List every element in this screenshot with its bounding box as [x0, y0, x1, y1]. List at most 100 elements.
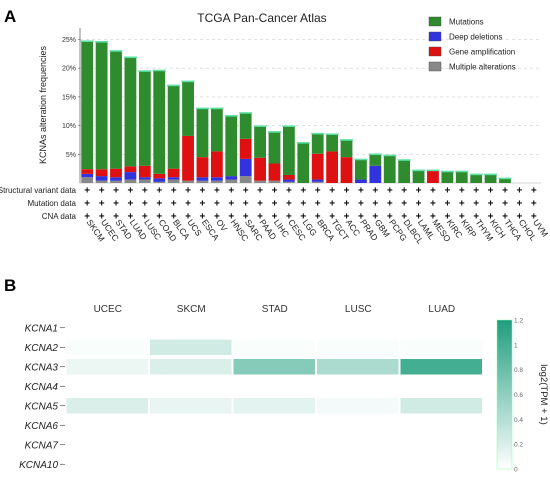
bar-segment-deep-deletions [355, 179, 367, 183]
track-mark: + [156, 186, 162, 197]
bar-segment-mutations [383, 155, 396, 183]
y-tick-label: 5% [66, 152, 76, 159]
track-mark: + [430, 199, 436, 210]
track-mark: + [473, 186, 479, 197]
bar-segment-gene-amplification [239, 138, 252, 159]
bar-top-highlight [195, 107, 209, 110]
track-mark: + [286, 186, 292, 197]
bar-top-highlight [80, 40, 94, 43]
bar-top-highlight [181, 80, 195, 83]
track-mark: + [416, 199, 422, 210]
track-mark: + [142, 186, 148, 197]
panel-a-label: A [4, 7, 16, 26]
track-mark: + [156, 199, 162, 210]
bar-segment-gene-amplification [182, 135, 194, 181]
track-mark: + [99, 212, 105, 223]
track-mark: + [344, 186, 350, 197]
bar-segment-mutations [210, 108, 223, 152]
bar-segment-deep-deletions [138, 177, 151, 180]
bar-segment-gene-amplification [167, 168, 180, 178]
bar-segment-gene-amplification [311, 153, 324, 180]
track-mark: + [286, 199, 292, 210]
track-mark: + [315, 199, 321, 210]
bar-segment-mutations [340, 139, 353, 158]
track-mark: + [171, 186, 177, 197]
bar-segment-multiple-alterations [153, 181, 166, 183]
y-tick-label: 15% [62, 94, 76, 101]
bar-top-highlight [368, 153, 382, 156]
heatmap-column-label: SKCM [177, 304, 206, 315]
bar-segment-multiple-alterations [167, 179, 180, 183]
bar-top-highlight [325, 133, 339, 136]
bar-segment-multiple-alterations [196, 180, 209, 183]
panel-b-label: B [4, 276, 16, 295]
heatmap-cell [317, 398, 399, 414]
bar-segment-multiple-alterations [124, 179, 137, 183]
bar-segment-deep-deletions [282, 179, 295, 182]
track-mark: + [488, 212, 494, 223]
bar-top-highlight [498, 177, 512, 180]
track-mark: + [99, 186, 105, 197]
bar-chart: 5%10%15%20%25%SKCMUCECSTADLUADLUSCCOADBL… [62, 28, 550, 246]
legend-swatch [428, 46, 442, 57]
bar-segment-gene-amplification [196, 157, 209, 178]
bar-segment-mutations [470, 174, 483, 183]
bar-segment-multiple-alterations [110, 180, 122, 183]
bar-segment-multiple-alterations [311, 181, 324, 183]
bar-segment-mutations [138, 71, 151, 166]
legend-label: Gene amplification [449, 48, 515, 57]
colorbar-title: log2(TPM + 1) [538, 364, 549, 424]
track-mark: + [257, 199, 263, 210]
bar-segment-gene-amplification [326, 151, 339, 183]
colorbar-tick-label: 0.2 [514, 442, 523, 449]
track-mark: + [315, 186, 321, 197]
track-mark: + [473, 212, 479, 223]
heatmap-row-label: KCNA4 [25, 382, 59, 393]
colorbar-tick-label: 0.6 [514, 392, 523, 399]
track-mark: + [459, 199, 465, 210]
track-mark: + [387, 212, 393, 223]
legend-label: Mutations [449, 18, 484, 27]
bar-segment-deep-deletions [196, 177, 209, 181]
bar-segment-gene-amplification [340, 157, 353, 183]
bar-top-highlight [311, 132, 325, 135]
bar-segment-mutations [369, 154, 382, 166]
track-mark: + [531, 199, 537, 210]
bar-segment-mutations [326, 134, 339, 152]
bar-segment-gene-amplification [427, 170, 439, 183]
bar-top-highlight [267, 131, 281, 133]
track-mark: + [214, 186, 220, 197]
bar-segment-deep-deletions [311, 179, 324, 182]
track-mark: + [243, 199, 249, 210]
track-mark: + [214, 199, 220, 210]
bar-segment-gene-amplification [124, 166, 137, 173]
heatmap-row-label: KCNA6 [25, 421, 59, 432]
track-mark: + [84, 212, 90, 223]
bar-segment-gene-amplification [138, 165, 151, 178]
track-mark: + [444, 199, 450, 210]
track-mark: + [243, 186, 249, 197]
track-mark: + [372, 186, 378, 197]
heatmap: UCEC SKCM STAD LUSC LUAD KCNA1 KCNA2 KCNA3 KCNA4… [19, 304, 482, 471]
bar-top-highlight [282, 125, 296, 127]
bar-segment-deep-deletions [110, 177, 122, 181]
bar-top-highlight [383, 154, 397, 157]
bar-segment-deep-deletions [225, 176, 238, 180]
bar-top-highlight [340, 139, 354, 141]
track-mark: + [416, 212, 422, 223]
bar-segment-mutations [282, 126, 295, 175]
track-mark: + [128, 199, 134, 210]
track-mark: + [272, 186, 278, 197]
y-tick-label: 25% [62, 37, 76, 44]
heatmap-cell [400, 359, 482, 375]
track-mark: + [516, 212, 522, 223]
colorbar-tick-label: 0.8 [514, 367, 523, 374]
bar-segment-mutations [81, 41, 94, 170]
track-mark: + [444, 186, 450, 197]
bar-segment-deep-deletions [153, 178, 166, 182]
bar-segment-mutations [499, 178, 511, 183]
bar-segment-mutations [254, 126, 266, 158]
heatmap-row-label: KCNA10 [19, 460, 58, 471]
track-mark: + [84, 186, 90, 197]
track-mark: + [228, 212, 234, 223]
